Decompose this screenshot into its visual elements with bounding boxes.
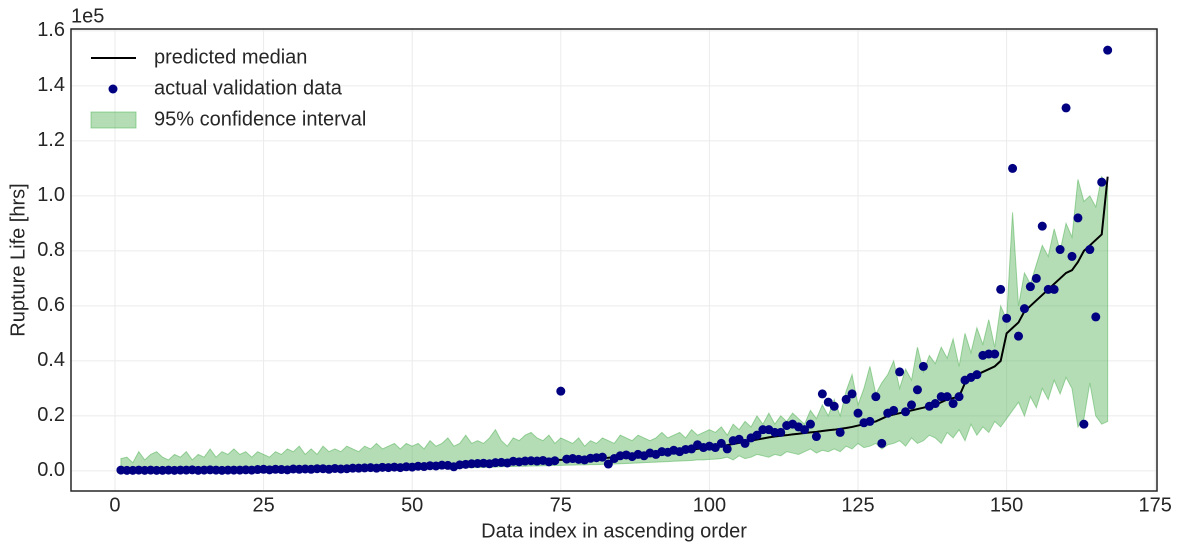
data-point (895, 367, 905, 377)
data-point (805, 419, 815, 429)
data-point (972, 370, 982, 380)
axis-offset: 1e5 (71, 5, 104, 27)
data-point (871, 392, 881, 402)
y-axis-label: Rupture Life [hrs] (7, 183, 29, 336)
data-point (722, 444, 732, 454)
data-point (603, 459, 613, 469)
data-point (841, 394, 851, 404)
data-point (930, 399, 940, 409)
data-point (752, 430, 762, 440)
data-point (918, 361, 928, 371)
legend-label: predicted median (154, 46, 307, 68)
data-point (853, 408, 863, 418)
data-point (1085, 245, 1095, 255)
y-tick-label: 1.6 (37, 19, 65, 41)
y-tick-label: 1.0 (37, 184, 65, 206)
data-point (877, 438, 887, 448)
y-tick-label: 0.4 (37, 349, 65, 371)
x-tick-label: 175 (1139, 494, 1172, 516)
data-point (716, 438, 726, 448)
legend-patch (90, 111, 137, 129)
data-point (740, 438, 750, 448)
data-point (990, 349, 1000, 359)
data-point (847, 389, 857, 399)
data-point (954, 392, 964, 402)
data-point (597, 452, 607, 462)
x-tick-label: 125 (841, 494, 874, 516)
data-point (907, 400, 917, 410)
data-point (776, 427, 786, 437)
confidence-band (120, 175, 1109, 472)
y-tick-label: 0.0 (37, 459, 65, 481)
data-point (1067, 251, 1077, 261)
data-point (1103, 45, 1113, 55)
data-point (912, 385, 922, 395)
data-point (1097, 177, 1107, 187)
x-tick-label: 0 (109, 494, 120, 516)
data-point (865, 416, 875, 426)
legend-label: 95% confidence interval (154, 108, 366, 130)
data-point (1014, 331, 1024, 341)
data-point (835, 427, 845, 437)
y-tick-label: 1.2 (37, 129, 65, 151)
data-point (948, 399, 958, 409)
data-point (1073, 213, 1083, 223)
data-point (889, 405, 899, 415)
data-point (811, 432, 821, 442)
x-tick-label: 25 (252, 494, 274, 516)
data-point (1031, 273, 1041, 283)
x-tick-label: 50 (401, 494, 423, 516)
data-point (550, 456, 560, 466)
x-axis-label: Data index in ascending order (481, 520, 747, 542)
y-tick-label: 0.8 (37, 239, 65, 261)
data-point (1025, 282, 1035, 292)
plot-frame (70, 28, 1158, 492)
data-point (829, 401, 839, 411)
data-point (556, 386, 566, 396)
legend-label: actual validation data (154, 77, 343, 99)
y-tick-label: 1.4 (37, 74, 65, 96)
data-point (1055, 245, 1065, 255)
y-tick-label: 0.2 (37, 404, 65, 426)
data-point (1037, 221, 1047, 231)
legend-marker (108, 84, 118, 94)
x-tick-label: 100 (693, 494, 726, 516)
data-point (1049, 284, 1059, 294)
x-tick-label: 75 (550, 494, 572, 516)
data-point (817, 389, 827, 399)
data-point (1008, 163, 1018, 173)
data-point (1061, 103, 1071, 113)
data-point (996, 284, 1006, 294)
data-point (1019, 304, 1029, 314)
data-point (942, 392, 952, 402)
data-point (800, 425, 810, 435)
data-point (901, 407, 911, 417)
x-tick-label: 150 (990, 494, 1023, 516)
data-point (1091, 312, 1101, 322)
data-point (1002, 313, 1012, 323)
data-point (1079, 419, 1089, 429)
y-tick-label: 0.6 (37, 294, 65, 316)
